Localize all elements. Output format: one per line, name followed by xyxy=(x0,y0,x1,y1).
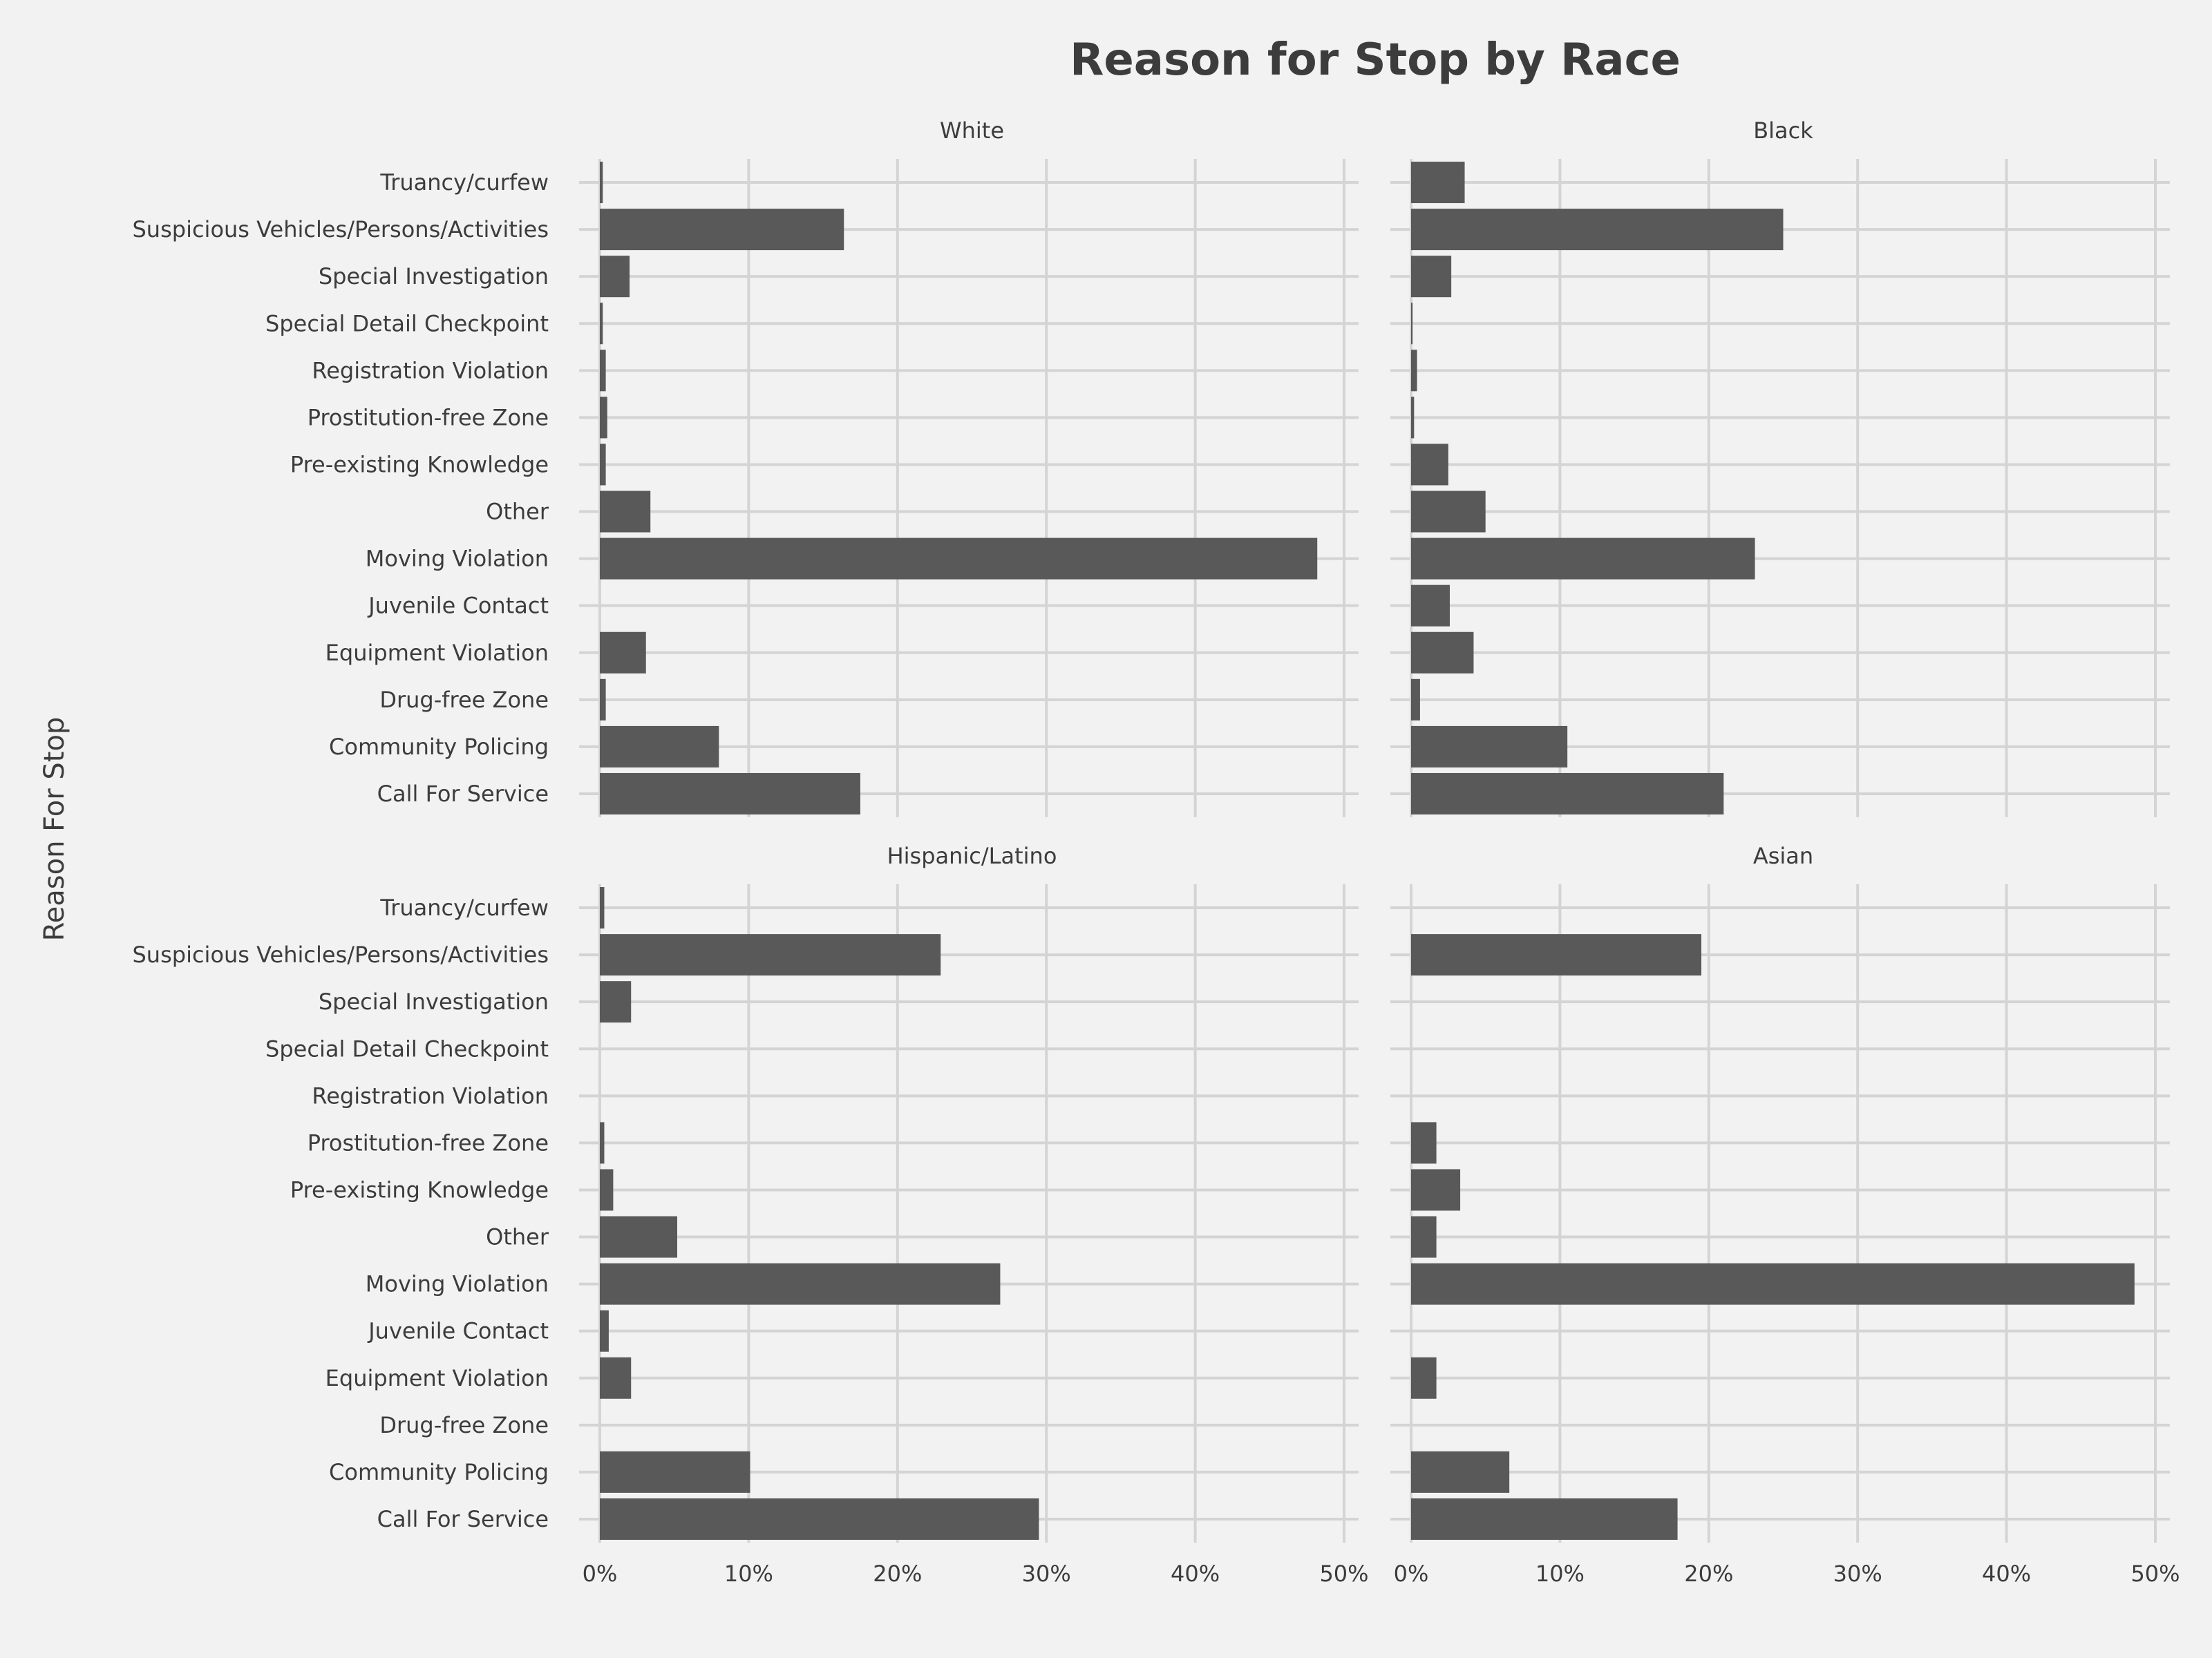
facet-title: Asian xyxy=(1753,843,1813,869)
x-tick-label: 10% xyxy=(724,1561,773,1587)
chart-title: Reason for Stop by Race xyxy=(1070,35,1681,86)
bar xyxy=(600,631,646,674)
category-label: Prostitution-free Zone xyxy=(308,404,549,430)
bar xyxy=(600,725,719,768)
category-label: Equipment Violation xyxy=(325,1365,549,1391)
category-label: Drug-free Zone xyxy=(379,1412,549,1438)
x-tick-label: 50% xyxy=(2130,1561,2180,1587)
facet-black: Black xyxy=(1390,117,2170,817)
category-label: Suspicious Vehicles/Persons/Activities xyxy=(132,216,549,242)
category-label: Juvenile Contact xyxy=(367,593,549,619)
facet-title: Hispanic/Latino xyxy=(887,843,1057,869)
category-label: Pre-existing Knowledge xyxy=(290,1176,549,1203)
bar xyxy=(600,397,607,439)
category-label: Suspicious Vehicles/Persons/Activities xyxy=(132,942,549,968)
bar xyxy=(1411,1451,1510,1493)
category-label: Drug-free Zone xyxy=(379,687,549,713)
bar xyxy=(1411,584,1450,627)
category-label: Pre-existing Knowledge xyxy=(290,451,549,477)
bar xyxy=(1411,256,1452,298)
bar xyxy=(600,772,860,814)
bar xyxy=(1411,209,1784,251)
category-label: Call For Service xyxy=(377,1506,549,1532)
x-tick-label: 20% xyxy=(1684,1561,1733,1587)
bar xyxy=(600,887,605,929)
bar xyxy=(1411,444,1448,486)
bar xyxy=(600,256,630,298)
bar xyxy=(600,303,603,345)
bar xyxy=(1411,1169,1461,1211)
bar xyxy=(600,1357,632,1399)
category-label: Prostitution-free Zone xyxy=(308,1130,549,1156)
bar xyxy=(600,981,632,1023)
x-tick-label: 40% xyxy=(1171,1561,1220,1587)
facet-title: White xyxy=(940,117,1004,144)
facet-white: White Truancy/curfew Suspicious Vehicles/P… xyxy=(132,117,1359,817)
category-label: Truancy/curfew xyxy=(379,169,549,196)
category-label: Community Policing xyxy=(329,1459,549,1485)
bar xyxy=(1411,678,1420,721)
bar xyxy=(600,1122,605,1164)
bar xyxy=(1411,631,1474,674)
bar xyxy=(1411,1357,1437,1399)
bar xyxy=(600,934,941,976)
bar xyxy=(1411,1122,1437,1164)
x-tick-label: 30% xyxy=(1833,1561,1882,1587)
bar xyxy=(1411,725,1568,768)
x-tick-label: 0% xyxy=(1394,1561,1429,1587)
bar xyxy=(600,209,844,251)
category-label: Equipment Violation xyxy=(325,640,549,666)
x-tick-label: 40% xyxy=(1982,1561,2031,1587)
category-label: Call For Service xyxy=(377,781,549,807)
bar xyxy=(600,1498,1039,1540)
bar xyxy=(600,1216,678,1258)
bar xyxy=(1411,350,1417,392)
x-tick-label: 50% xyxy=(1319,1561,1368,1587)
bar xyxy=(600,1263,1001,1305)
category-label: Special Detail Checkpoint xyxy=(265,1036,549,1062)
bar xyxy=(1411,934,1702,976)
bar xyxy=(1411,397,1415,439)
bar xyxy=(600,1169,614,1211)
category-label: Community Policing xyxy=(329,734,549,760)
category-label: Special Detail Checkpoint xyxy=(265,310,549,336)
bar xyxy=(1411,303,1413,345)
bar xyxy=(600,162,603,204)
bar xyxy=(1411,1498,1678,1540)
bar xyxy=(1411,1263,2135,1305)
category-label: Registration Violation xyxy=(312,357,549,383)
category-label: Truancy/curfew xyxy=(379,895,549,921)
bar xyxy=(1411,490,1486,533)
x-tick-label: 10% xyxy=(1535,1561,1585,1587)
bar xyxy=(1411,162,1465,204)
facets: White Truancy/curfew Suspicious Vehicles/P… xyxy=(132,117,2180,1587)
x-tick-label: 30% xyxy=(1022,1561,1071,1587)
facet-title: Black xyxy=(1753,117,1813,144)
category-label: Moving Violation xyxy=(366,546,549,572)
facet-hispanic-latino: Hispanic/Latino Truancy/curfew Suspicious … xyxy=(132,843,1368,1587)
category-label: Special Investigation xyxy=(319,263,549,289)
category-label: Other xyxy=(486,1224,549,1250)
facet-asian: Asian 0% 10% 20% 30% 40% 50% xyxy=(1390,843,2180,1587)
bar xyxy=(1411,537,1755,580)
bar xyxy=(600,1451,750,1493)
x-tick-label: 0% xyxy=(583,1561,618,1587)
bar xyxy=(600,537,1318,580)
category-label: Special Investigation xyxy=(319,989,549,1015)
category-label: Moving Violation xyxy=(366,1271,549,1297)
bar xyxy=(1411,1216,1437,1258)
category-label: Juvenile Contact xyxy=(367,1318,549,1344)
bar xyxy=(600,1310,609,1352)
bar xyxy=(600,444,606,486)
x-tick-label: 20% xyxy=(873,1561,922,1587)
category-label: Other xyxy=(486,499,549,525)
bar xyxy=(600,490,651,533)
y-axis-title: Reason For Stop xyxy=(39,717,70,942)
bar xyxy=(600,350,606,392)
bar xyxy=(600,678,606,721)
category-label: Registration Violation xyxy=(312,1083,549,1109)
bar xyxy=(1411,772,1724,814)
